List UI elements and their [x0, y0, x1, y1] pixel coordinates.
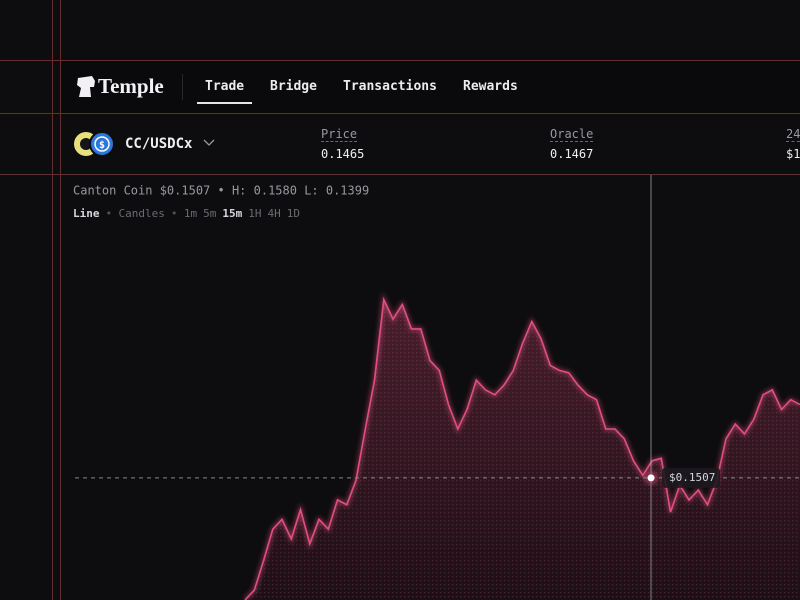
- stat-value: 0.1465: [321, 147, 365, 161]
- chart-info: Canton Coin $0.1507 • H: 0.1580 L: 0.139…: [73, 184, 369, 198]
- nav-item[interactable]: Transactions: [343, 79, 437, 94]
- guide: [0, 60, 800, 61]
- chart-option[interactable]: 5m: [203, 207, 217, 220]
- chart-option[interactable]: 1H: [248, 207, 261, 220]
- nav-item[interactable]: Bridge: [270, 79, 317, 94]
- nav-item[interactable]: Rewards: [463, 79, 518, 94]
- stat-value: 0.1467: [550, 147, 594, 161]
- stat-label: 24: [786, 127, 800, 142]
- guide: [0, 174, 800, 175]
- dropdown-caret[interactable]: [203, 139, 215, 147]
- guide: [0, 113, 800, 114]
- area-dots: [245, 299, 800, 600]
- separator: •: [106, 207, 113, 220]
- pair[interactable]: CC/USDCx: [125, 136, 193, 152]
- chart-option[interactable]: 4H: [267, 207, 280, 220]
- crosshair-point: [647, 474, 655, 482]
- logo-icon: [77, 76, 95, 97]
- chart-option[interactable]: Line: [73, 207, 100, 220]
- chart-option[interactable]: 1D: [287, 207, 300, 220]
- nav-item[interactable]: Trade: [205, 79, 245, 94]
- stat-label: Price: [321, 127, 358, 142]
- price-line: [244, 296, 800, 600]
- stat-value: $1: [786, 147, 800, 161]
- chart-option[interactable]: 1m: [184, 207, 198, 220]
- chart-option[interactable]: Candles: [119, 207, 165, 220]
- guide: [60, 0, 61, 600]
- crosshair-label-bg: [662, 467, 720, 488]
- separator: •: [171, 207, 178, 220]
- divider: [182, 74, 183, 100]
- nav-underline: [197, 102, 252, 104]
- pair-icons: $: [74, 131, 115, 157]
- stat-label: Oracle: [550, 127, 594, 142]
- chart-option[interactable]: 15m: [222, 207, 242, 220]
- logo-text: Temple: [98, 74, 164, 98]
- top-bar: [61, 61, 800, 113]
- svg-text:$: $: [99, 140, 105, 151]
- crosshair-label: $0.1507: [669, 471, 715, 484]
- guide: [52, 0, 53, 600]
